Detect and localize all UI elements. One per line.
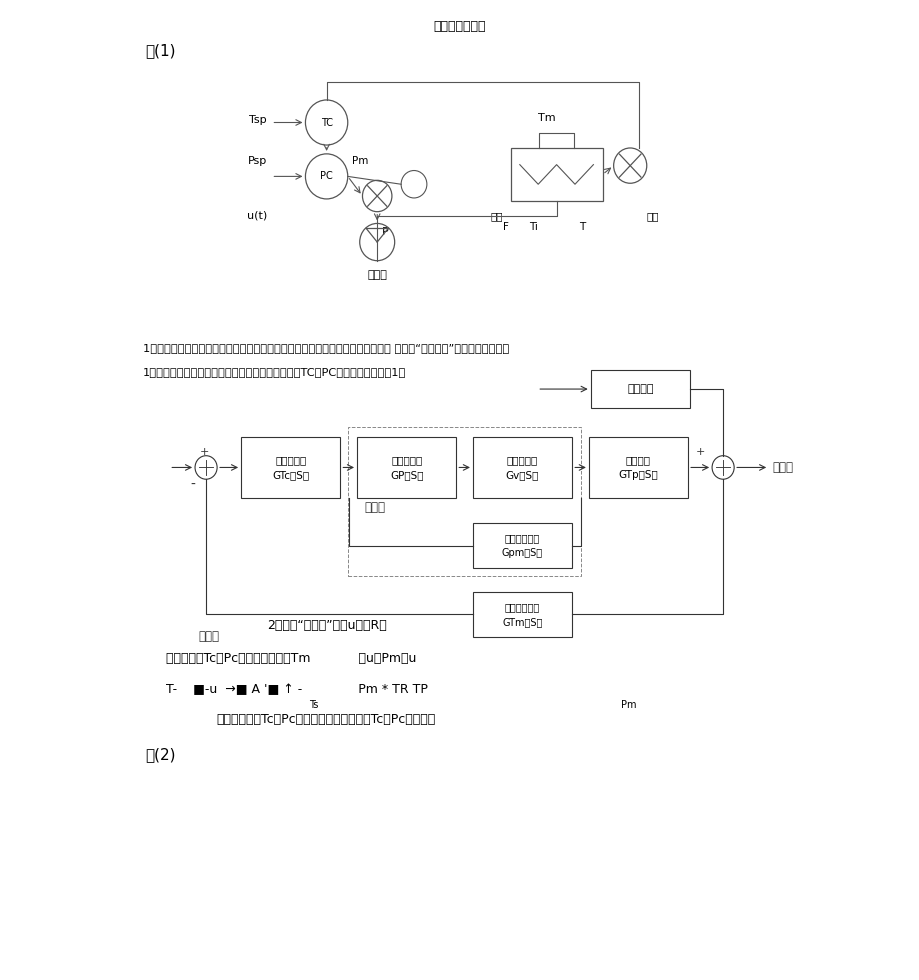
Text: Ts: Ts <box>309 700 318 710</box>
Text: 1）请选择调节阀为气开还是气关阀，并确定调节器TC、PC的正反作用；解：1）: 1）请选择调节阀为气开还是气关阀，并确定调节器TC、PC的正反作用；解：1） <box>142 367 405 376</box>
Text: 进料: 进料 <box>490 211 503 220</box>
Text: Pm: Pm <box>352 156 369 166</box>
Text: 干扰通道: 干扰通道 <box>627 384 652 394</box>
Text: Pm: Pm <box>620 700 636 710</box>
Text: GTm（S）: GTm（S） <box>502 616 542 627</box>
Text: 进料量: 进料量 <box>772 461 793 474</box>
Text: T: T <box>579 222 584 232</box>
FancyBboxPatch shape <box>472 523 572 568</box>
Text: P: P <box>381 227 388 237</box>
Text: 假设调节器Tc、Pc为正作用，那么Tm            ＞u，Pm＞u: 假设调节器Tc、Pc为正作用，那么Tm ＞u，Pm＞u <box>165 652 415 664</box>
Text: Psp: Psp <box>247 156 267 166</box>
Text: +: + <box>695 447 704 457</box>
Text: +: + <box>199 447 209 457</box>
Text: GTc（S）: GTc（S） <box>272 469 309 480</box>
Text: TC: TC <box>320 118 333 127</box>
Text: GTp（S）: GTp（S） <box>618 469 658 480</box>
Text: 题(2): 题(2) <box>145 747 176 761</box>
FancyBboxPatch shape <box>357 437 456 498</box>
FancyBboxPatch shape <box>590 370 689 408</box>
Text: T-    ■-u  →■ A '■ ↑ -              Pm * TR TP: T- ■-u →■ A '■ ↑ - Pm * TR TP <box>165 683 427 696</box>
Text: Ti: Ti <box>528 222 538 232</box>
FancyBboxPatch shape <box>510 148 602 201</box>
Text: -: - <box>190 478 196 492</box>
Text: 温度控制器: 温度控制器 <box>275 455 306 466</box>
Text: 压力控制器: 压力控制器 <box>391 455 422 466</box>
Text: 燃料气: 燃料气 <box>367 270 387 280</box>
Text: 温度测量变送: 温度测量变送 <box>505 602 539 612</box>
Text: 2）选择“气开阀”，即u＿；R；: 2）选择“气开阀”，即u＿；R； <box>267 619 386 632</box>
Text: GP（S）: GP（S） <box>390 469 423 480</box>
Text: Tm: Tm <box>538 113 555 122</box>
Text: 出料: 出料 <box>646 211 659 220</box>
Text: Gpm（S）: Gpm（S） <box>502 548 542 559</box>
Text: 燃料控制器: 燃料控制器 <box>506 455 538 466</box>
FancyBboxPatch shape <box>472 592 572 637</box>
Text: Tsp: Tsp <box>249 115 267 124</box>
Text: 因此亡控制器Tc、Pc作用方向不能为正，故Tc、Pc为反作用: 因此亡控制器Tc、Pc作用方向不能为正，故Tc、Pc为反作用 <box>216 713 435 726</box>
Text: Gv（S）: Gv（S） <box>505 469 539 480</box>
Text: 测量值: 测量值 <box>364 501 385 514</box>
Text: 1）画出控制系统的方块图，说明各环节方块图输入输出物理意义，并指出该系统 主回路“广义对象”的输入输出关系；: 1）画出控制系统的方块图，说明各环节方块图输入输出物理意义，并指出该系统 主回路… <box>142 343 508 353</box>
Text: 测量值: 测量值 <box>199 630 220 643</box>
Text: 题(1): 题(1) <box>145 43 176 58</box>
Text: 控制通道: 控制通道 <box>625 455 651 466</box>
FancyBboxPatch shape <box>241 437 340 498</box>
FancyBboxPatch shape <box>472 437 572 498</box>
Text: 笔记上的分析题: 笔记上的分析题 <box>433 20 486 32</box>
Text: PC: PC <box>320 172 333 181</box>
FancyBboxPatch shape <box>588 437 687 498</box>
Text: 压力测量变送: 压力测量变送 <box>505 533 539 544</box>
Text: u(t): u(t) <box>246 211 267 220</box>
Text: F: F <box>503 222 508 232</box>
